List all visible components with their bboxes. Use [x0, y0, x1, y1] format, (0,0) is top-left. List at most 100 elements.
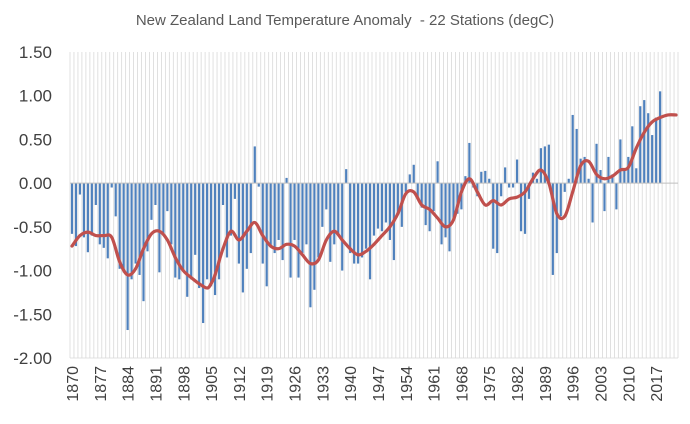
- data-bar: [659, 91, 662, 184]
- data-bar: [452, 183, 455, 220]
- y-tick-label: -2.00: [13, 349, 52, 368]
- data-bar: [273, 183, 276, 254]
- data-bar: [440, 183, 443, 245]
- data-bar: [265, 183, 268, 287]
- data-bar: [154, 183, 157, 205]
- data-bar: [209, 183, 213, 287]
- x-tick-label: 2017: [649, 366, 666, 402]
- data-bar: [496, 183, 499, 254]
- data-bar: [150, 183, 153, 220]
- data-bar: [567, 178, 570, 184]
- data-bar: [436, 161, 439, 184]
- data-bar: [444, 183, 447, 238]
- data-bar: [527, 183, 531, 199]
- data-bar: [126, 183, 129, 331]
- bar-layer: [70, 91, 662, 331]
- data-bar: [368, 183, 372, 280]
- x-tick-label: 1870: [65, 366, 82, 402]
- data-bar: [186, 183, 189, 297]
- y-tick-label: 1.50: [19, 43, 52, 62]
- data-bar: [380, 183, 384, 232]
- x-tick-label: 2003: [594, 366, 611, 402]
- data-bar: [488, 178, 491, 184]
- data-bar: [372, 183, 376, 236]
- x-tick-label: 1877: [93, 366, 110, 402]
- data-bar: [114, 183, 117, 217]
- data-bar: [587, 178, 590, 184]
- data-bar: [571, 114, 574, 184]
- data-bar: [190, 183, 193, 280]
- data-bar: [245, 183, 248, 269]
- y-tick-label: 1.00: [19, 87, 52, 106]
- data-bar: [309, 183, 312, 308]
- smoothed-trend-line: [70, 113, 678, 290]
- data-bar: [202, 183, 205, 324]
- data-bar: [138, 183, 141, 275]
- data-bar: [261, 183, 264, 264]
- data-bar: [297, 183, 300, 278]
- data-bar: [182, 183, 185, 271]
- data-bar: [647, 113, 650, 184]
- data-bar: [643, 100, 646, 184]
- data-bar: [388, 183, 391, 240]
- data-bar: [480, 171, 483, 184]
- data-bar: [424, 183, 427, 226]
- data-bar: [233, 183, 237, 199]
- data-bar: [90, 183, 93, 236]
- x-tick-label: 1926: [288, 366, 305, 402]
- data-bar: [70, 183, 74, 234]
- data-bar: [551, 183, 554, 275]
- data-bar: [511, 183, 515, 188]
- data-bar: [329, 183, 332, 262]
- data-bar: [158, 183, 161, 273]
- data-bar: [281, 183, 284, 261]
- data-bar: [213, 183, 217, 296]
- data-bar: [333, 183, 336, 245]
- x-tick-label: 2010: [621, 366, 638, 402]
- x-tick-label: 1975: [482, 366, 499, 402]
- data-bar: [500, 183, 503, 197]
- data-bar: [539, 148, 542, 184]
- data-bar: [98, 183, 101, 245]
- x-tick-label: 1947: [371, 366, 388, 402]
- x-tick-label: 1912: [232, 366, 249, 402]
- data-bar: [615, 183, 618, 210]
- data-bar: [146, 183, 149, 252]
- data-bar: [404, 183, 407, 192]
- data-bar: [627, 156, 630, 184]
- x-tick-label: 1884: [121, 366, 138, 402]
- data-bar: [174, 183, 177, 278]
- data-bar: [464, 176, 467, 184]
- data-bar: [492, 183, 495, 249]
- y-tick-label: -1.50: [13, 305, 52, 324]
- x-tick-label: 1940: [343, 366, 360, 402]
- data-bar: [639, 106, 642, 184]
- data-bar: [591, 183, 594, 223]
- data-bar: [122, 183, 125, 273]
- data-bar: [237, 183, 240, 264]
- x-tick-label: 1968: [454, 366, 471, 402]
- y-tick-label: -0.50: [13, 218, 52, 237]
- data-bar: [523, 183, 527, 234]
- data-bar: [603, 183, 606, 212]
- data-bar: [519, 183, 523, 232]
- x-tick-label: 1898: [176, 366, 193, 402]
- data-bar: [559, 183, 562, 217]
- data-bar: [360, 183, 364, 258]
- data-bar: [611, 174, 614, 184]
- x-tick-label: 1954: [399, 366, 416, 402]
- data-bar: [547, 144, 550, 184]
- y-tick-label: -1.00: [13, 262, 52, 281]
- data-bar: [595, 143, 598, 184]
- x-tick-label: 1961: [427, 366, 444, 402]
- data-bar: [579, 158, 582, 184]
- data-bar: [484, 170, 487, 184]
- data-bar: [229, 183, 233, 236]
- data-bar: [408, 174, 411, 184]
- data-bar: [253, 146, 256, 184]
- data-bar: [563, 183, 566, 192]
- data-bar: [321, 183, 324, 227]
- data-bar: [249, 183, 252, 254]
- data-bar: [82, 183, 86, 238]
- data-bar: [102, 183, 105, 248]
